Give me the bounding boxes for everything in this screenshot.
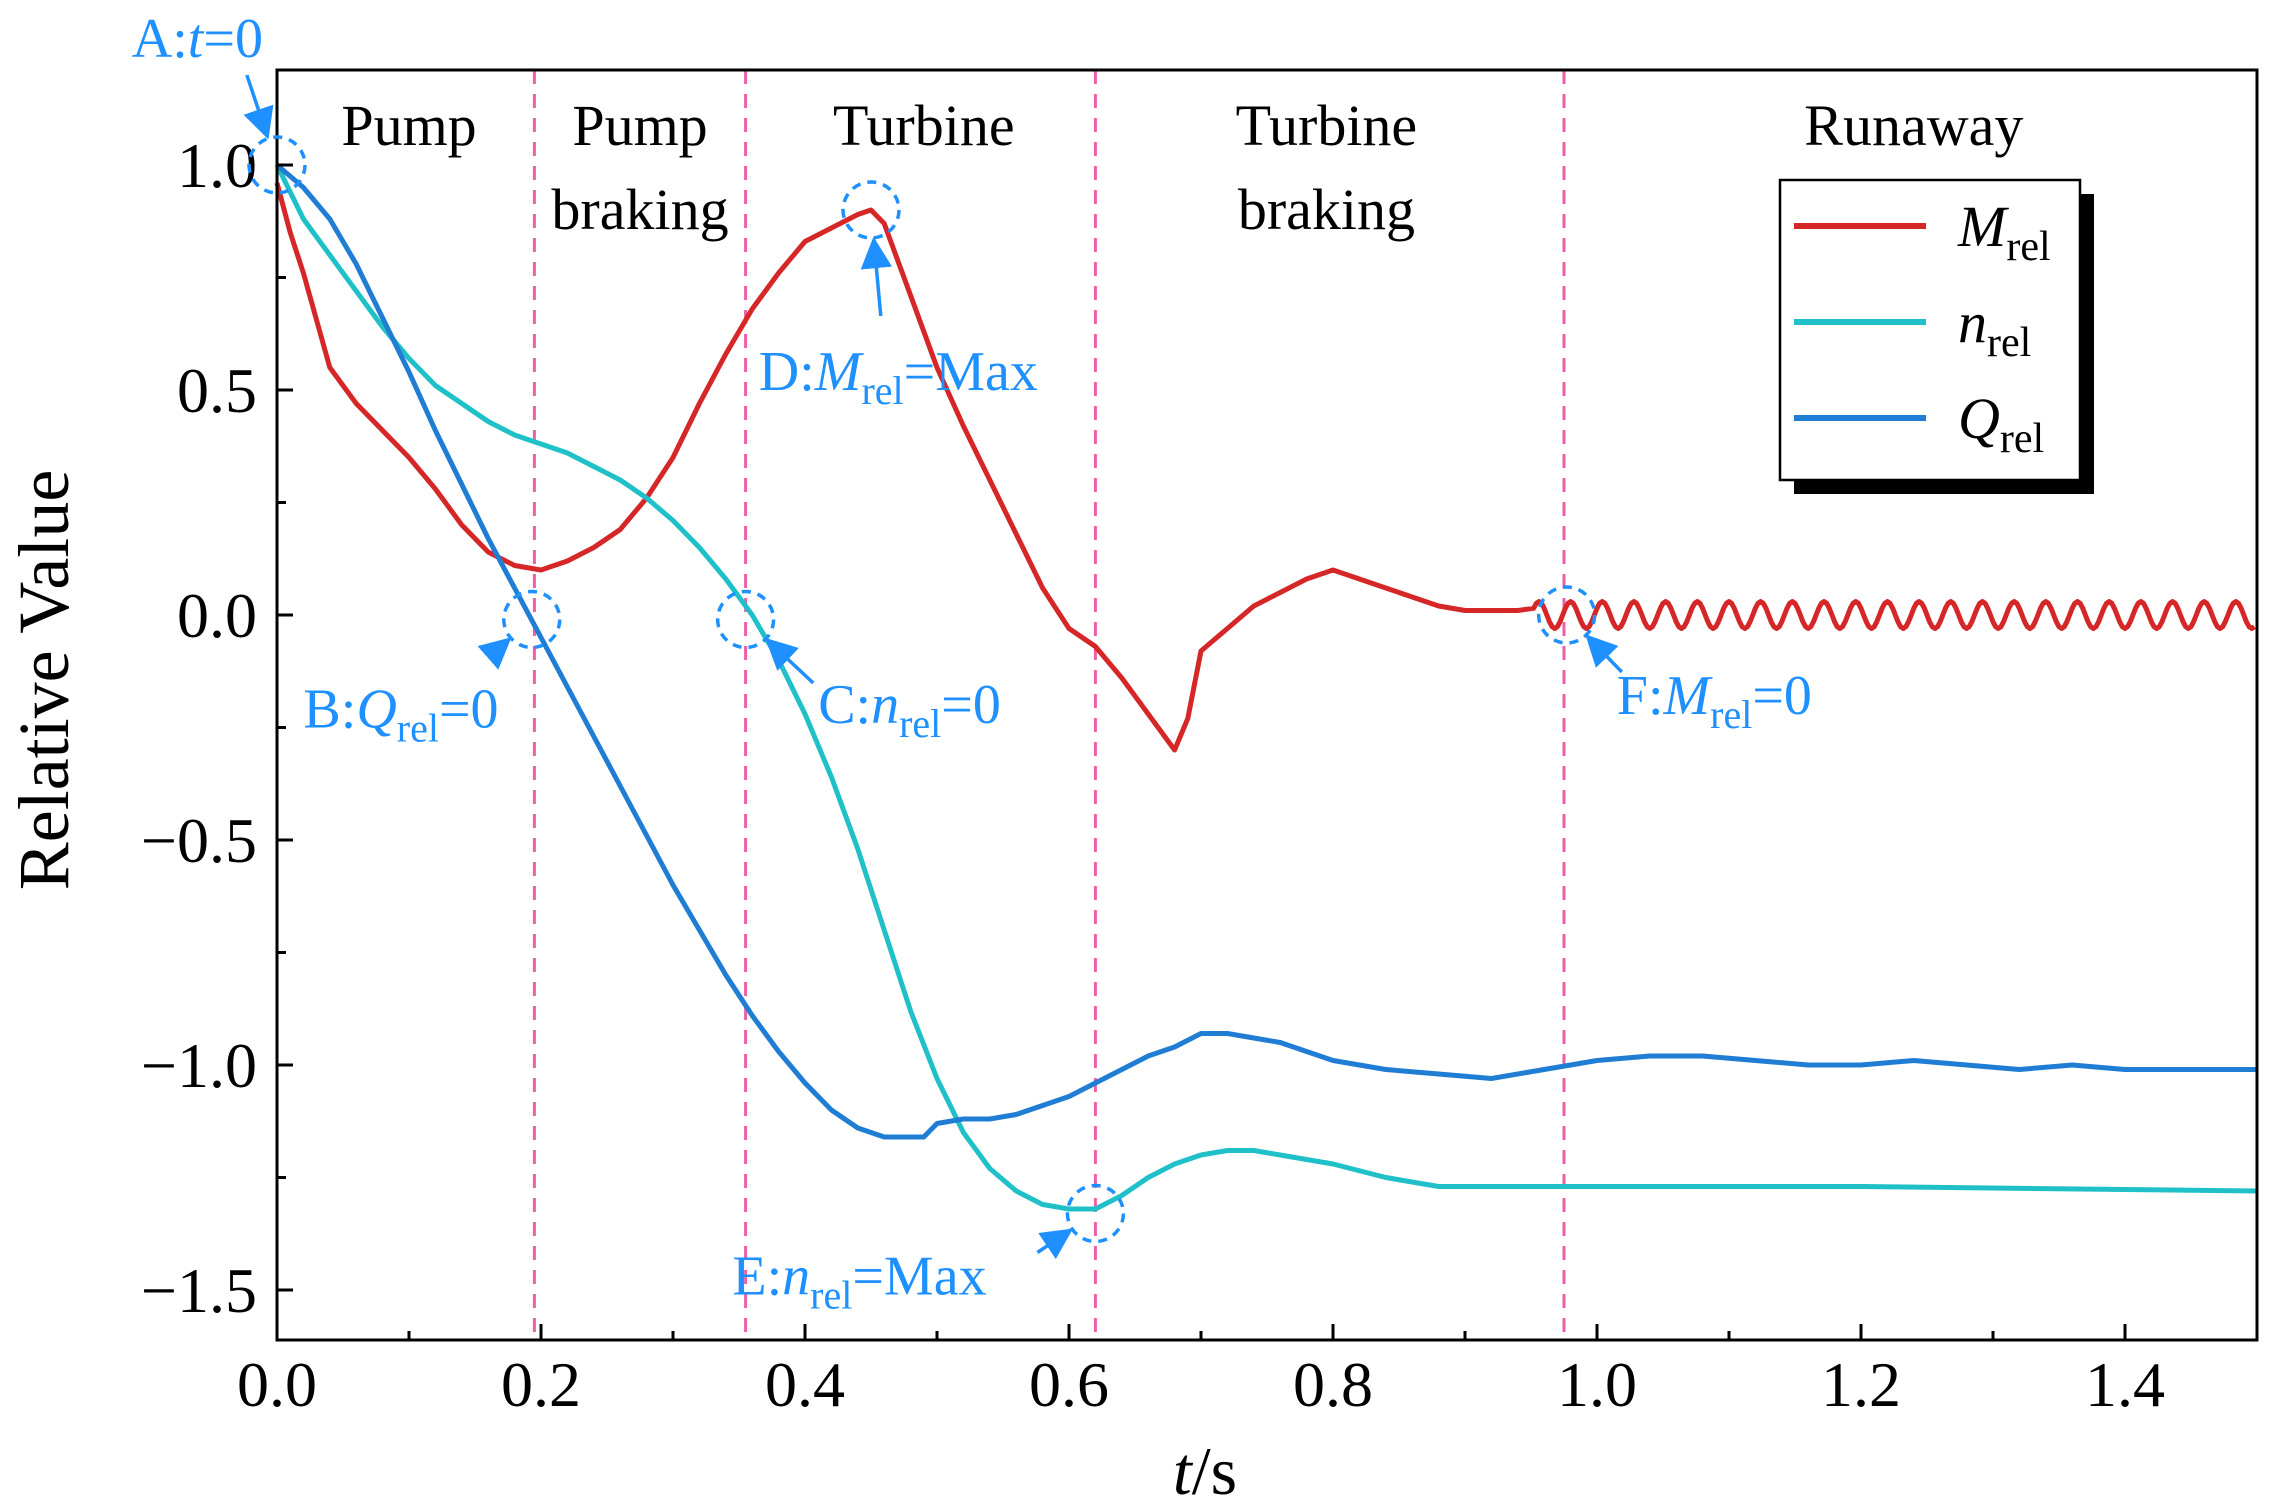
region-label-2: Pump (572, 93, 707, 158)
annotation-circle-c (715, 589, 776, 650)
annotation-label-a: A:t=0 (132, 8, 263, 70)
tick-labels: 0.0 0.2 0.4 0.6 0.8 1.0 1.2 1.4 1.0 0.5 0.0 −0.5 −1.… (141, 130, 2165, 1420)
annotation-label-b: B:Qrel=0 (303, 679, 498, 751)
x-axis-label-unit: /s (1192, 1433, 1237, 1503)
annotation-circle-d (841, 180, 901, 240)
region-label-2: braking (551, 177, 728, 242)
region-label-5: Runaway (1804, 93, 2023, 158)
y-tick-label: −1.5 (141, 1255, 257, 1326)
annotation-circle-b (502, 589, 562, 650)
x-tick-label: 1.2 (1821, 1349, 1901, 1420)
annotation-arrow-a (243, 74, 274, 140)
x-tick-label: 0.4 (765, 1349, 845, 1420)
legend-label-q-rel: Qrel (1958, 386, 2044, 462)
annotation-arrow-c (765, 637, 815, 685)
annotation-arrow-b (477, 637, 512, 670)
region-labels: Pump Pump braking Turbine Turbine braking Runa… (341, 93, 2023, 242)
x-tick-label: 0.8 (1293, 1349, 1373, 1420)
legend-label-m-rel: Mrel (1957, 194, 2051, 270)
y-tick-label: 0.0 (177, 580, 257, 651)
annotation-arrow-e (1036, 1228, 1074, 1260)
tick-marks (275, 163, 2259, 1340)
series-line-n-rel (274, 163, 2258, 1212)
x-tick-label: 1.4 (2085, 1349, 2165, 1420)
y-axis-label: Relative Value (4, 470, 84, 891)
x-tick-label: 0.2 (501, 1349, 581, 1420)
annotation-circle-a (247, 135, 307, 195)
legend-box (1778, 178, 2082, 482)
annotation-label-d: D:Mrel=Max (759, 341, 1038, 413)
region-label-4: Turbine (1236, 93, 1418, 158)
axes (275, 68, 2259, 1342)
annotation-circle-e (1065, 1183, 1126, 1244)
annotation-arrow-f (1585, 634, 1624, 674)
plot-frame (275, 68, 2259, 1342)
region-boundaries (532, 70, 1566, 1340)
x-axis-label: t/s (1173, 1433, 1237, 1503)
x-tick-label: 1.0 (1557, 1349, 1637, 1420)
x-tick-label: 0.0 (237, 1349, 317, 1420)
x-tick-label: 0.6 (1029, 1349, 1109, 1420)
legend: Mrel nrel Qrel (1778, 178, 2094, 494)
series-line-q-rel (275, 163, 2257, 1140)
region-label-3: Turbine (833, 93, 1015, 158)
y-tick-label: 1.0 (177, 130, 257, 201)
y-tick-label: −0.5 (141, 805, 257, 876)
y-tick-label: −1.0 (141, 1030, 257, 1101)
region-label-1: Pump (341, 93, 476, 158)
y-tick-label: 0.5 (177, 355, 257, 426)
annotation-label-e: E:nrel=Max (732, 1246, 986, 1318)
annotation-circle-f (1536, 585, 1597, 645)
annotation-label-f: F:Mrel=0 (1617, 665, 1812, 737)
annotation-arrow-d (860, 236, 893, 317)
annotation-label-c: C:nrel=0 (818, 674, 1001, 746)
legend-label-n-rel: nrel (1958, 290, 2031, 366)
x-axis-label-var: t (1173, 1433, 1194, 1503)
region-label-4: braking (1238, 177, 1415, 242)
annotations: A:t=0 B:Qrel=0 C:nrel=0 D:Mrel=Max E:nrel=Ma… (132, 8, 1812, 1318)
